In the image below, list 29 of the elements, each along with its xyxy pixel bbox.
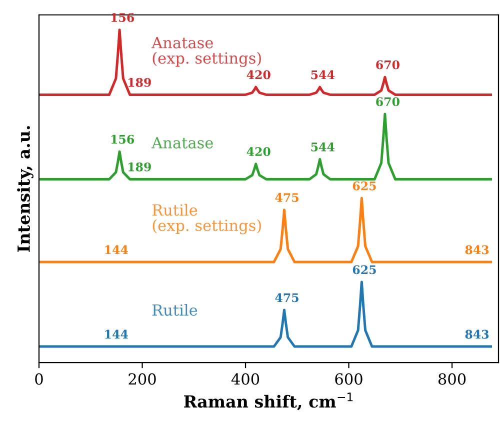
annotation: 625 [352,181,376,190]
annotation: 475 [275,193,298,202]
text: Rutile [152,304,198,316]
annotation: 156 [111,13,134,22]
series-label: Rutile (exp. settings) [152,204,261,234]
x-axis-title: Raman shift, cm$^{−1}$ [184,392,353,410]
annotation: 843 [465,245,489,254]
text: Anatase [151,137,213,148]
annotation: 475 [275,293,298,302]
annotation: 144 [105,245,128,254]
annotation: 189 [128,162,151,172]
x-tick-label: 800 [438,373,466,385]
annotation: 544 [311,70,334,80]
annotation: 670 [376,97,400,106]
annotation: 144 [105,330,128,339]
annotation: 670 [376,60,400,70]
x-tick-label: 600 [335,373,362,385]
annotation: 156 [111,134,134,144]
series-label: Anatase (exp. settings) [151,37,261,67]
annotation: 843 [465,330,489,339]
annotation: 544 [311,142,334,152]
y-axis-title: Intensity, a.u. [17,126,34,252]
x-tick-label: 200 [128,373,156,385]
x-tick-label: 0 [35,373,43,385]
annotation: 420 [246,147,270,156]
annotation: 189 [128,78,151,87]
x-tick-label: 400 [231,373,260,385]
annotation: 420 [246,70,270,80]
annotation: 625 [352,265,376,274]
